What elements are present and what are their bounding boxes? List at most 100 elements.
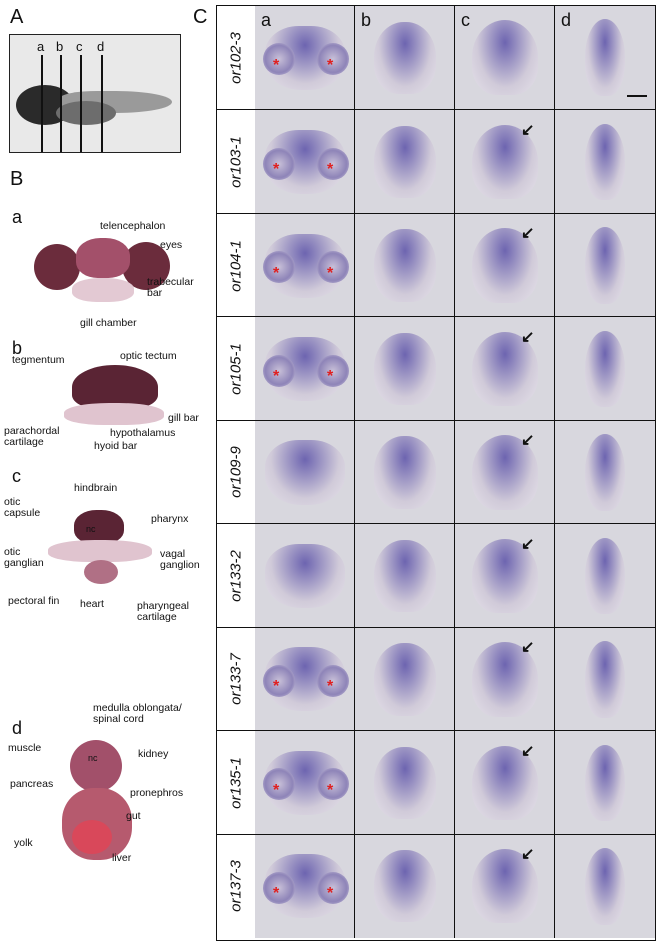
label-pharyngeal-cartilage: cartilage [137, 611, 177, 623]
arrow-marker: ↙ [521, 639, 535, 657]
panel-label-A: A [10, 6, 24, 28]
grid-row: or103-1 * * ↙ [217, 109, 655, 214]
label-spinal-cord: spinal cord [93, 713, 144, 725]
section-image-d [62, 740, 132, 860]
eye-section [263, 664, 296, 697]
tissue-section [585, 19, 625, 96]
label-vagal-ganglion-1: vagal [160, 548, 186, 560]
section-line-b [60, 55, 62, 152]
gene-name: or135-1 [227, 756, 245, 809]
tissue-section [374, 850, 436, 923]
section-letter-c: c [76, 39, 83, 54]
tissue-section [585, 537, 625, 615]
label-hindbrain: hindbrain [74, 482, 118, 494]
gene-name: or109-9 [227, 446, 245, 499]
label-bar: bar [147, 287, 163, 299]
section-photo: ↙ [455, 524, 555, 628]
label-hyoid-bar: hyoid bar [94, 440, 138, 452]
panel-label-B: B [10, 168, 24, 190]
tissue-section [472, 228, 538, 303]
gene-label: or102-3 [217, 6, 256, 110]
label-trabecular: trabecular [147, 276, 194, 288]
expression-grid: or102-3 * * a b c d or103-1 * * ↙ or104-1 * * ↙ or105-1… [216, 5, 656, 941]
eye-section [263, 871, 296, 904]
tissue-section [265, 543, 345, 608]
red-star-marker: * [327, 678, 334, 696]
column-letter: c [461, 10, 470, 30]
tissue-section [374, 125, 436, 199]
section-line-d [101, 55, 103, 152]
section-photo [555, 317, 655, 421]
eye-section [263, 768, 296, 801]
gene-label: or133-7 [217, 627, 256, 732]
section-photo: * * [255, 627, 355, 732]
eye-section [317, 147, 350, 180]
eye-section [317, 871, 350, 904]
gene-name: or102-3 [227, 31, 245, 84]
eye-section [263, 251, 296, 284]
tissue-section [374, 332, 436, 406]
grid-row: or105-1 * * ↙ [217, 316, 655, 421]
tissue-section [374, 643, 436, 716]
arrow-marker: ↙ [521, 225, 535, 243]
tissue-section [472, 331, 538, 407]
label-gut: gut [126, 810, 141, 822]
label-hypothalamus: hypothalamus [110, 427, 176, 439]
section-photo: * * [255, 731, 355, 835]
label-vagal-ganglion-2: ganglion [160, 559, 200, 571]
red-star-marker: * [273, 264, 280, 282]
column-letter: a [261, 10, 272, 30]
eye-section [317, 251, 350, 284]
arrow-marker: ↙ [521, 432, 535, 450]
scale-bar [627, 95, 647, 98]
section-photo [555, 834, 655, 938]
label-eyes: eyes [160, 239, 183, 251]
red-star-marker: * [273, 781, 280, 799]
section-photo: * * [255, 834, 355, 938]
tissue-section [585, 123, 625, 201]
label-nc-d: nc [88, 753, 98, 763]
section-photo: * * [255, 317, 355, 421]
section-photo [355, 524, 455, 628]
section-photo: d [555, 6, 655, 110]
tissue-section [374, 539, 436, 613]
tissue-section [585, 641, 625, 718]
tissue-section [472, 124, 538, 200]
tissue-section [472, 538, 538, 614]
section-photo: ↙ [455, 627, 555, 732]
tissue-section [472, 20, 538, 95]
gene-name: or133-2 [227, 550, 245, 602]
eye-section [317, 664, 350, 697]
eye-section [263, 354, 296, 387]
section-photo: ↙ [455, 110, 555, 214]
tissue-section [585, 227, 625, 304]
section-photo: ↙ [455, 317, 555, 421]
section-image-a [34, 238, 172, 304]
label-yolk: yolk [14, 837, 33, 849]
column-letter: b [361, 10, 372, 30]
red-star-marker: * [273, 678, 280, 696]
tissue-section [585, 847, 625, 925]
tissue-section [472, 642, 538, 717]
tissue-section [374, 436, 436, 509]
section-image-c [44, 510, 156, 584]
grid-row: or109-9 ↙ [217, 419, 655, 525]
gene-label: or135-1 [217, 731, 256, 835]
label-pharynx: pharynx [151, 513, 189, 525]
section-photo: * * [255, 110, 355, 214]
red-star-marker: * [273, 56, 280, 74]
gene-label: or105-1 [217, 317, 256, 421]
section-photo: ↙ [455, 731, 555, 835]
label-kidney: kidney [138, 748, 169, 760]
gene-label: or109-9 [217, 420, 256, 525]
arrow-marker: ↙ [521, 742, 535, 760]
section-photo [355, 834, 455, 938]
gene-name: or103-1 [227, 136, 245, 189]
section-photo: * * a [255, 6, 355, 110]
sublabel-B-b: b [12, 338, 23, 358]
gene-name: or104-1 [227, 239, 245, 292]
section-photo: ↙ [455, 213, 555, 318]
label-pharyngeal: pharyngeal [137, 600, 189, 612]
column-letter: d [561, 10, 572, 30]
grid-row: or135-1 * * ↙ [217, 730, 655, 835]
